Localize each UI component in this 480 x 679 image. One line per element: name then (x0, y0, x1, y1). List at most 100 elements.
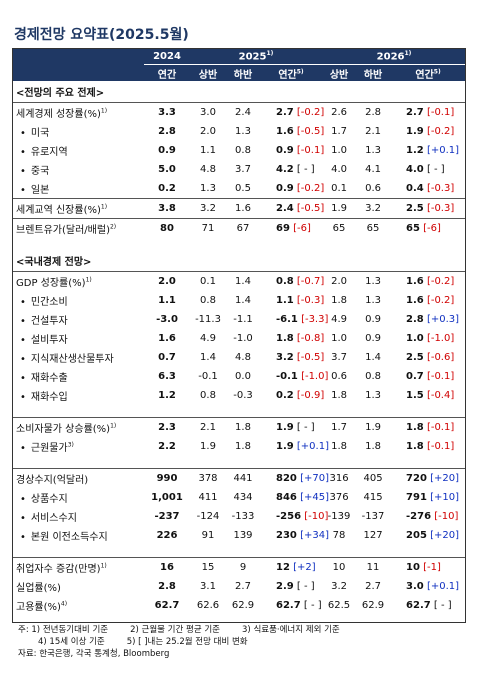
footnote-mark: 1) (404, 49, 412, 57)
value: 1.4 (200, 352, 216, 363)
label-text: 경상수지(억달러) (16, 475, 89, 486)
value: -6.1 (276, 314, 298, 325)
footnote-mark: 5) (433, 68, 441, 76)
value: 6.3 (158, 371, 176, 382)
value: 1.7 (331, 422, 347, 433)
row-label: 지식재산생산물투자 (12, 348, 144, 367)
value-cell: 2.8 (144, 122, 190, 141)
value-cell: 405 (356, 468, 391, 488)
change: [-6] (293, 223, 311, 234)
value: 2.4 (235, 107, 251, 118)
value: 4.2 (276, 164, 294, 175)
value-cell: 434 (226, 488, 260, 507)
change: [ - ] (303, 600, 322, 611)
footnote-mark: 2) (109, 223, 117, 231)
value-cell: 1.0 (322, 141, 356, 160)
value: 820 (276, 473, 297, 484)
value: -139 (327, 511, 351, 522)
label: 일본 (20, 185, 49, 196)
value-cell: 1.1 (190, 141, 226, 160)
change: [-0.3] (426, 203, 455, 214)
value-cell: 2.8 (356, 103, 390, 123)
footnote-mark: 1) (100, 107, 108, 115)
data-row: 재화수입 1.2 0.8 -0.3 0.2 [-0.9] 1.8 1.3 1.5 [-0.4] (12, 386, 466, 405)
value: 15 (201, 562, 215, 573)
value: 1.6 (276, 126, 294, 137)
value: 1.9 (200, 441, 216, 452)
label: 중국 (20, 166, 49, 177)
label-text: 2026 (376, 51, 405, 63)
value-cell: 1.4 (190, 348, 226, 367)
value-cell: 1.4 (226, 291, 260, 310)
value-cell: 0.4 [-0.3] (390, 179, 466, 199)
value-cell: 1.6 [-0.5] (260, 122, 325, 141)
data-row: 세계경제 성장률(%)1) 3.3 3.0 2.4 2.7 [-0.2] 2.6 2.8 2.… (12, 103, 466, 123)
footnote-mark: 1) (100, 562, 107, 570)
period-header: 상반 (190, 64, 226, 81)
value: 4.8 (235, 352, 251, 363)
period-header: 연간5) (260, 64, 323, 81)
value: 0.7 (158, 352, 176, 363)
value-cell: 1.2 (144, 386, 190, 405)
value-cell: 2.7 (356, 577, 390, 596)
value: 230 (276, 530, 297, 541)
data-row: 서비스수지-237-124-133-256 [-10]-139-137-276 … (12, 507, 466, 526)
change: [-0.2] (426, 276, 455, 287)
value: 1.9 (276, 422, 294, 433)
value-cell: 720 [+20] (390, 468, 467, 488)
value: 1.8 (235, 441, 251, 452)
value-cell: 1.2 [+0.1] (390, 141, 466, 160)
value-cell: 230 [+34] (260, 526, 329, 545)
value: 4.1 (365, 164, 381, 175)
value-cell: 0.9 (356, 329, 390, 348)
value: 1.1 (276, 295, 294, 306)
data-row: 미국 2.8 2.0 1.3 1.6 [-0.5] 1.7 2.1 1.9 [-0.2] (12, 122, 466, 141)
value: 2.0 (200, 126, 216, 137)
value: 78 (332, 530, 346, 541)
period-header: 연간5) (390, 64, 467, 81)
value-cell: -11.3 (190, 310, 226, 329)
data-row: 유로지역 0.9 1.1 0.8 0.9 [-0.1] 1.0 1.3 1.2 [+0.1] (12, 141, 466, 160)
label-text: 민간소비 (30, 297, 68, 308)
value-cell: 4.1 (356, 160, 390, 179)
value-cell: 0.8 [-0.7] (260, 272, 324, 292)
value-cell: 0.9 [-0.2] (260, 179, 324, 199)
value-cell: 4.0 [ - ] (390, 160, 466, 179)
value-cell: -137 (356, 507, 390, 526)
value-cell: 1.8 [-0.1] (390, 437, 466, 456)
value-cell: 6.3 (144, 367, 190, 386)
change: [-0.5] (296, 126, 325, 137)
data-row: 민간소비 1.1 0.8 1.4 1.1 [-0.3] 1.8 1.3 1.6 [-0.2] (12, 291, 466, 310)
value-cell: 441 (226, 468, 260, 488)
value: 69 (276, 223, 290, 234)
change: [+10] (430, 492, 459, 503)
value: 1,001 (151, 492, 183, 503)
value-cell: 4.2 [ - ] (260, 160, 322, 179)
value-cell: 1.3 (190, 179, 226, 199)
value: 2.8 (158, 581, 176, 592)
footnote-mark: 1) (85, 276, 92, 284)
value-cell: 1.8 (322, 386, 356, 405)
value-cell: -237 (144, 507, 190, 526)
change: [-0.1] (426, 107, 455, 118)
row-label: 서비스수지 (12, 507, 144, 526)
value: 0.1 (200, 276, 216, 287)
value: 2.1 (365, 126, 381, 137)
change: [-0.1] (426, 422, 455, 433)
value-cell: 1.8 (356, 437, 390, 456)
value-cell: 0.2 (144, 179, 190, 199)
label-text: 일본 (30, 185, 50, 196)
value: 2.0 (331, 276, 347, 287)
footnote-item: 1) 전년동기대비 기준 (31, 625, 109, 635)
value-cell: 80 (144, 218, 190, 238)
data-row: GDP 성장률(%)1) 2.0 0.1 1.4 0.8 [-0.7] 2.0 1.3 1.6… (12, 272, 466, 292)
footnote-item: 2) 근월물 기간 평균 기준 (130, 625, 221, 635)
change: [-0.1] (296, 145, 325, 156)
value: 91 (201, 530, 215, 541)
value-cell: 16 (144, 557, 190, 577)
value: 5.0 (158, 164, 176, 175)
period-header: 상반 (322, 64, 357, 81)
value-cell: 3.2 [-0.5] (260, 348, 324, 367)
value-cell: 62.6 (190, 596, 226, 615)
